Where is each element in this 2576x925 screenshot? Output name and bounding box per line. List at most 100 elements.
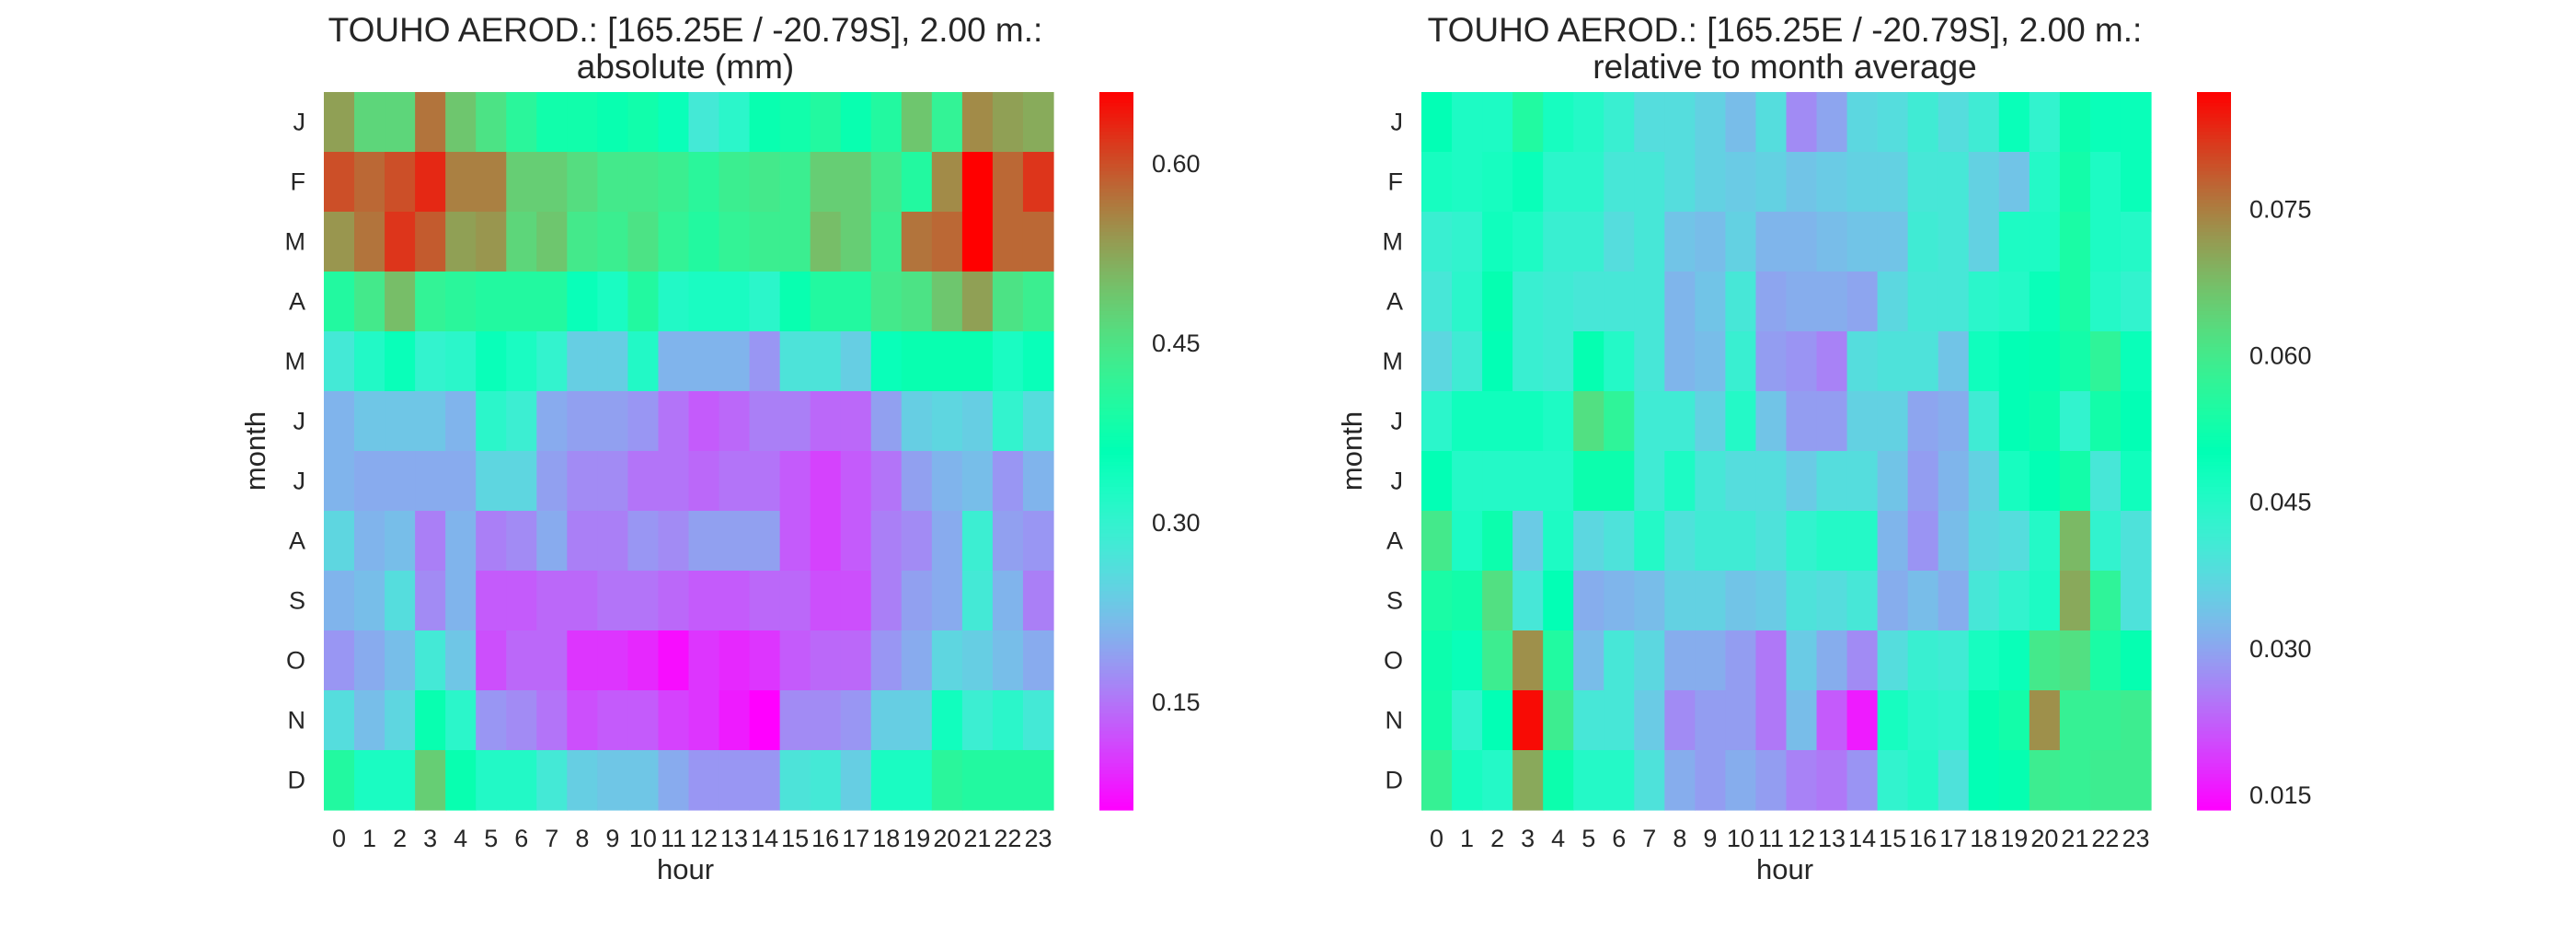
colorbar-segment [2197, 457, 2231, 463]
heatmap-cell [1482, 451, 1513, 512]
colorbar-segment [2197, 619, 2231, 624]
heatmap-cell [1482, 331, 1513, 392]
colorbar-segment [2197, 734, 2231, 739]
heatmap-cell [1877, 630, 1909, 691]
colorbar-segment [1099, 454, 1133, 459]
colorbar-segment [1099, 612, 1133, 617]
colorbar-segment [2197, 106, 2231, 111]
heatmap-cell [1695, 92, 1727, 153]
colorbar-segment [2197, 627, 2231, 631]
x-tick-label: 22 [994, 825, 1021, 852]
colorbar-segment [2197, 605, 2231, 610]
colorbar-segment [2197, 702, 2231, 707]
colorbar-segment [2197, 210, 2231, 215]
y-tick-label: J [293, 408, 306, 435]
heatmap-cell [901, 152, 933, 213]
heatmap-cell [597, 92, 629, 153]
colorbar-segment [1099, 584, 1133, 588]
heatmap-cell [1998, 391, 2030, 452]
colorbar-segment [1099, 124, 1133, 129]
heatmap-cell [476, 571, 507, 631]
colorbar-segment [2197, 264, 2231, 269]
heatmap-cell [2120, 391, 2152, 452]
heatmap-cell [779, 331, 811, 392]
colorbar-segment [2197, 232, 2231, 237]
heatmap-cell [1907, 511, 1939, 572]
heatmap-cell [567, 451, 598, 512]
heatmap-cell [1421, 630, 1453, 691]
heatmap-cell [658, 451, 690, 512]
heatmap-cell [1968, 152, 2000, 213]
x-tick-label: 7 [545, 825, 558, 852]
colorbar-segment [1099, 784, 1133, 790]
colorbar-segment [2197, 767, 2231, 771]
heatmap-cell [627, 511, 660, 572]
colorbar-segment [1099, 257, 1133, 261]
colorbar-segment [1099, 523, 1133, 527]
heatmap-cell [779, 391, 811, 452]
heatmap-cell [749, 571, 781, 631]
colorbar-segment [2197, 490, 2231, 495]
colorbar-segment [2197, 389, 2231, 395]
heatmap-cell [536, 750, 568, 811]
heatmap-cell [1786, 630, 1818, 691]
colorbar-segment [1099, 480, 1133, 484]
heatmap-cell [506, 92, 537, 153]
heatmap-cell [2059, 92, 2091, 153]
colorbar-segment [1099, 164, 1133, 168]
heatmap-cell [810, 511, 842, 572]
colorbar: 0.15 0.30 0.45 0.60 [1099, 92, 1201, 811]
colorbar-segment [1099, 293, 1133, 297]
colorbar-segment [1099, 777, 1133, 782]
colorbar-segment [1099, 372, 1133, 376]
colorbar-segment [2197, 134, 2231, 140]
heatmap-cell [2120, 630, 2152, 691]
colorbar-segment [1099, 145, 1133, 150]
heatmap-cell [658, 690, 690, 751]
heatmap-cell [1968, 92, 2000, 153]
colorbar-segment [1099, 121, 1133, 125]
heatmap-cell [992, 272, 1024, 332]
colorbar-segment [1099, 318, 1133, 323]
heatmap-cell [961, 272, 994, 332]
colorbar-segment [2197, 752, 2231, 757]
colorbar-segment [2197, 763, 2231, 768]
heatmap-cell [1725, 331, 1757, 392]
colorbar-segment [1099, 307, 1133, 312]
colorbar-segment [1099, 153, 1133, 157]
heatmap-cell [749, 451, 781, 512]
colorbar-segment [1099, 508, 1133, 513]
x-tick-label: 8 [1673, 825, 1686, 852]
heatmap-cell [992, 750, 1024, 811]
heatmap-cell [1695, 451, 1727, 512]
heatmap-cell [749, 750, 781, 811]
x-tick-labels: 0 1 2 3 4 5 6 7 8 9 10 11 12 13 14 15 16 17 18 19 20 21 22 23 [332, 825, 1052, 852]
colorbar-segment [1099, 314, 1133, 319]
colorbar-segment [2197, 792, 2231, 796]
heatmap-cell [2089, 690, 2122, 751]
heatmap-cell [324, 690, 355, 751]
heatmap-cell [1846, 571, 1879, 631]
colorbar-segment [1099, 741, 1133, 746]
colorbar-segment [1099, 734, 1133, 739]
colorbar-segment [2197, 738, 2231, 743]
colorbar-segment [1099, 167, 1133, 172]
colorbar-segment [2197, 181, 2231, 186]
heatmap-cell [1482, 272, 1513, 332]
colorbar-segment [1099, 666, 1133, 671]
colorbar-segment [2197, 153, 2231, 157]
x-tick-label: 18 [1970, 825, 1997, 852]
y-tick-label: D [288, 767, 306, 794]
colorbar-segment [1099, 738, 1133, 743]
heatmap-cell [779, 92, 811, 153]
colorbar-segment [1099, 236, 1133, 240]
colorbar-segment [1099, 497, 1133, 503]
heatmap-cell [719, 391, 751, 452]
colorbar-segment [2197, 745, 2231, 750]
colorbar-segment [2197, 142, 2231, 147]
heatmap-cell [2089, 391, 2122, 452]
colorbar-segment [2197, 382, 2231, 387]
heatmap-cell [1604, 272, 1635, 332]
heatmap-cell [1846, 152, 1879, 213]
heatmap-cell [1421, 272, 1453, 332]
